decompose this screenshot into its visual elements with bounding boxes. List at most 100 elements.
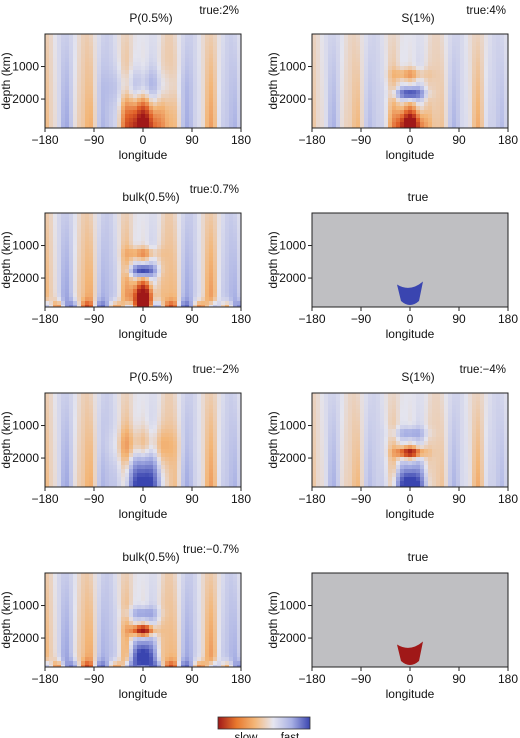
heatmap-cell — [57, 485, 62, 488]
heatmap-cell — [237, 245, 242, 250]
heatmap-cell — [81, 465, 86, 470]
heatmap-cell — [372, 118, 377, 123]
heatmap-cell — [109, 86, 114, 91]
heatmap-cell — [45, 110, 50, 115]
heatmap-cell — [97, 233, 102, 238]
heatmap-cell — [213, 58, 218, 63]
heatmap-cell — [432, 405, 437, 410]
heatmap-cell — [209, 58, 214, 63]
heatmap-cell — [81, 241, 86, 246]
heatmap-cell — [157, 78, 162, 83]
heatmap-cell — [61, 437, 66, 442]
heatmap-cell — [213, 46, 218, 51]
heatmap-cell — [49, 50, 54, 55]
heatmap-cell — [145, 245, 150, 250]
heatmap-cell — [81, 477, 86, 482]
heatmap-cell — [113, 54, 118, 59]
heatmap-cell — [173, 90, 178, 95]
heatmap-cell — [360, 98, 365, 103]
heatmap-cell — [336, 62, 341, 67]
heatmap-cell — [444, 397, 449, 402]
heatmap-cell — [149, 273, 154, 278]
heatmap-cell — [101, 98, 106, 103]
heatmap-cell — [332, 38, 337, 43]
heatmap-cell — [133, 257, 138, 262]
heatmap-cell — [49, 269, 54, 274]
heatmap-cell — [153, 409, 158, 414]
heatmap-cell — [181, 461, 186, 466]
heatmap-cell — [93, 485, 98, 488]
heatmap-cell — [53, 221, 58, 226]
heatmap-cell — [233, 261, 238, 266]
heatmap-cell — [153, 46, 158, 51]
heatmap-cell — [312, 405, 317, 410]
heatmap-cell — [45, 233, 50, 238]
heatmap-cell — [57, 114, 62, 119]
heatmap-cell — [217, 305, 222, 308]
heatmap-cell — [129, 425, 134, 430]
heatmap-cell — [153, 118, 158, 123]
heatmap-cell — [201, 253, 206, 258]
heatmap-cell — [492, 50, 497, 55]
heatmap-cell — [221, 453, 226, 458]
heatmap-cell — [57, 293, 62, 298]
heatmap-cell — [89, 253, 94, 258]
heatmap-cell — [45, 289, 50, 294]
heatmap-cell — [133, 273, 138, 278]
heatmap-cell — [237, 457, 242, 462]
heatmap-cell — [320, 34, 325, 39]
heatmap-cell — [73, 257, 78, 262]
heatmap-cell — [117, 86, 122, 91]
heatmap-cell — [233, 213, 238, 218]
heatmap-cell — [109, 66, 114, 71]
heatmap-cell — [376, 114, 381, 119]
heatmap-cell — [65, 425, 70, 430]
heatmap-cell — [45, 217, 50, 222]
heatmap-cell — [125, 94, 130, 99]
heatmap-cell — [229, 42, 234, 47]
heatmap-cell — [61, 289, 66, 294]
heatmap-cell — [185, 253, 190, 258]
heatmap-cell — [181, 46, 186, 51]
heatmap-cell — [53, 397, 58, 402]
heatmap-cell — [169, 78, 174, 83]
heatmap-cell — [89, 457, 94, 462]
heatmap-cell — [121, 213, 126, 218]
heatmap-cell — [73, 237, 78, 242]
heatmap-cell — [141, 437, 146, 442]
heatmap-cell — [85, 429, 90, 434]
heatmap-cell — [173, 485, 178, 488]
heatmap-cell — [129, 42, 134, 47]
heatmap-cell — [121, 413, 126, 418]
heatmap-cell — [105, 445, 110, 450]
heatmap-cell — [205, 70, 210, 75]
heatmap-cell — [157, 469, 162, 474]
heatmap-cell — [205, 78, 210, 83]
heatmap-cell — [165, 50, 170, 55]
heatmap-cell — [85, 285, 90, 290]
heatmap-cell — [189, 265, 194, 270]
heatmap-cell — [73, 253, 78, 258]
heatmap-cell — [340, 94, 345, 99]
heatmap-cell — [45, 465, 50, 470]
heatmap-cell — [93, 401, 98, 406]
heatmap-cell — [93, 481, 98, 486]
heatmap-cell — [400, 62, 405, 67]
heatmap-cell — [185, 118, 190, 123]
heatmap-cell — [324, 78, 329, 83]
heatmap-cell — [141, 273, 146, 278]
heatmap-cell — [77, 126, 82, 129]
heatmap-cell — [233, 257, 238, 262]
heatmap-cell — [157, 106, 162, 111]
heatmap-cell — [400, 66, 405, 71]
heatmap-cell — [404, 42, 409, 47]
heatmap-cell — [137, 42, 142, 47]
heatmap-cell — [165, 429, 170, 434]
heatmap-cell — [113, 34, 118, 39]
heatmap-cell — [408, 78, 413, 83]
heatmap-cell — [233, 449, 238, 454]
heatmap-cell — [57, 90, 62, 95]
heatmap-cell — [189, 217, 194, 222]
heatmap-cell — [376, 90, 381, 95]
heatmap-cell — [125, 82, 130, 87]
